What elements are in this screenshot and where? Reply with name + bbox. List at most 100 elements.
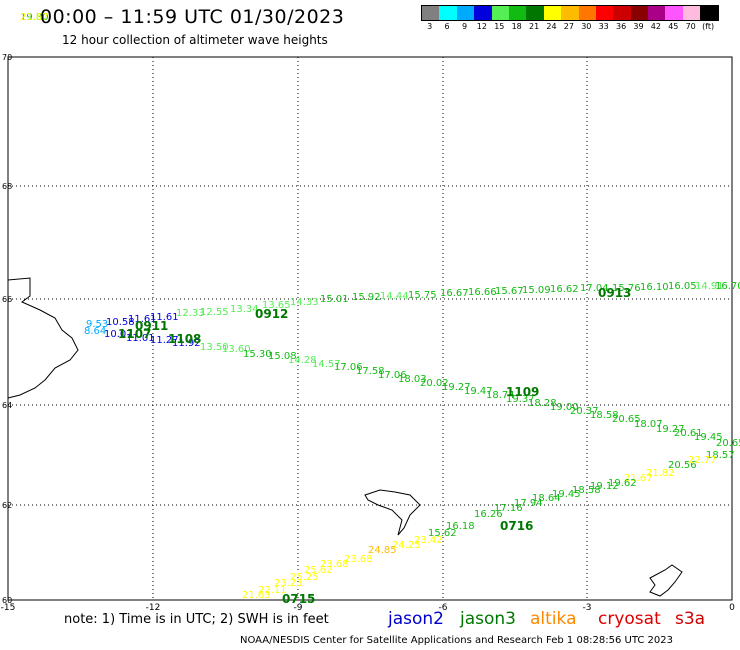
lat-tick-label: 66 — [2, 295, 12, 304]
track-time-label: 1107 — [118, 327, 151, 341]
wave-height-value: 12.33 — [176, 308, 205, 319]
colorbar-cell — [682, 6, 701, 20]
wave-height-value: 21.67 — [20, 12, 49, 23]
wave-height-value: 17.58 — [356, 366, 385, 377]
colorbar-label: 33 — [598, 22, 609, 31]
colorbar-label: 15 — [494, 22, 505, 31]
credit-line: NOAA/NESDIS Center for Satellite Applica… — [240, 635, 673, 646]
colorbar-cell — [543, 6, 562, 20]
track-time-label: 0912 — [255, 307, 288, 321]
wave-height-value: 15.01 — [320, 294, 349, 305]
colorbar-label: 36 — [616, 22, 627, 31]
wave-height-value: 10.58 — [106, 317, 135, 328]
colorbar-cell — [700, 6, 718, 20]
colorbar-cell — [595, 6, 614, 20]
wave-height-value: 11.01 — [126, 333, 155, 344]
wave-height-value: 15.75 — [408, 290, 437, 301]
wave-height-value: 18.57 — [706, 450, 735, 461]
wave-height-value: 15.76 — [612, 283, 641, 294]
wave-height-value: 11.27 — [150, 335, 179, 346]
colorbar-label: 9 — [461, 22, 468, 31]
lat-tick-label: 68 — [2, 182, 12, 191]
colorbar-cell — [439, 6, 457, 20]
wave-height-value: 19.37 — [506, 394, 535, 405]
legend-altika: altika — [530, 609, 577, 629]
lon-tick-label: -3 — [583, 603, 592, 613]
wave-height-value: 16.70 — [715, 281, 740, 292]
wave-height-value: 16.62 — [550, 284, 579, 295]
wave-height-value: 18.03 — [398, 374, 427, 385]
wave-height-value: 19.47 — [464, 386, 493, 397]
wave-height-value: 23.42 — [414, 535, 443, 546]
iceland-coast — [7, 277, 79, 399]
lon-tick-label: -12 — [146, 603, 161, 613]
wave-height-value: 16.18 — [446, 521, 475, 532]
colorbar-label: (ft) — [702, 22, 715, 31]
lat-tick-label: 60 — [2, 596, 12, 605]
wave-height-value: 16.05 — [668, 281, 697, 292]
wave-height-value: 19.45 — [694, 432, 723, 443]
colorbar-label: 12 — [476, 22, 487, 31]
colorbar-cell — [456, 6, 475, 20]
wave-height-value: 17.06 — [334, 362, 363, 373]
wave-height-value: 19.27 — [656, 424, 685, 435]
wave-height-value: 21.63 — [242, 590, 271, 601]
track-time-label: 0716 — [500, 519, 533, 533]
wave-height-value: 16.67 — [440, 288, 469, 299]
legend-cryosat: cryosat — [598, 609, 661, 629]
wave-height-value: 15.62 — [428, 528, 457, 539]
lon-tick-label: -9 — [294, 603, 303, 613]
wave-height-value: 15.30 — [243, 349, 272, 360]
colorbar-label: 27 — [563, 22, 574, 31]
wave-height-value: 11.61 — [128, 314, 157, 325]
track-time-label: 1108 — [168, 332, 201, 346]
wave-height-value: 16.10 — [640, 282, 669, 293]
colorbar-cell — [630, 6, 649, 20]
wave-height-value: 11.92 — [172, 338, 201, 349]
wave-height-value: 14.44 — [380, 291, 409, 302]
colorbar-cell — [508, 6, 527, 20]
wave-height-value: 15.92 — [352, 292, 381, 303]
wave-height-value: 9.53 — [86, 319, 108, 330]
footer-note: note: 1) Time is in UTC; 2) SWH is in fe… — [64, 612, 329, 627]
wave-height-value: 16.26 — [474, 509, 503, 520]
wave-height-value: 25.62 — [304, 565, 333, 576]
colorbar-cell — [578, 6, 596, 20]
colorbar-cell — [491, 6, 509, 20]
colorbar-labels: 3 6 9 12 15 18 21 24 27 30 33 36 39 42 45 70 (ft) — [421, 22, 740, 34]
wave-height-value: 24.25 — [392, 540, 421, 551]
track-time-label: 0911 — [135, 319, 168, 333]
wave-height-value: 19.27 — [442, 382, 471, 393]
track-time-label: 1109 — [506, 385, 539, 399]
wave-height-value: 16.66 — [468, 287, 497, 298]
wave-height-value: 18.58 — [572, 485, 601, 496]
legend-jason2: jason2 — [388, 609, 444, 629]
axis-tick-labels: 70 68 66 64 62 60-15 -12 -9 -6 -3 0 — [1, 53, 735, 613]
wave-height-value: 17.94 — [514, 498, 543, 509]
wave-height-value: 22.77 — [688, 455, 717, 466]
colorbar-label: 42 — [650, 22, 661, 31]
lat-tick-label: 64 — [2, 401, 12, 410]
wave-height-value: 23.23 — [274, 578, 303, 589]
landmass — [7, 277, 683, 597]
legend-jason3: jason3 — [460, 609, 516, 629]
wave-height-value: 20.56 — [668, 460, 697, 471]
lat-tick-label: 70 — [2, 53, 12, 62]
wave-height-value: 14.91 — [695, 281, 724, 292]
wave-height-value: 25.25 — [290, 572, 319, 583]
colorbar-label: 30 — [581, 22, 592, 31]
colorbar-label: 45 — [668, 22, 679, 31]
map-title: 00:00 – 11:59 UTC 01/30/2023 — [40, 6, 345, 28]
wave-height-value: 13.50 — [200, 342, 229, 353]
wave-height-value: 11.61 — [150, 312, 179, 323]
wave-height-value: 14.28 — [288, 355, 317, 366]
wave-height-value: 20.65 — [612, 414, 641, 425]
colorbar-cell — [613, 6, 631, 20]
wave-height-value: 17.06 — [378, 370, 407, 381]
wave-height-value: 18.58 — [590, 410, 619, 421]
colorbar-cell — [665, 6, 683, 20]
wave-height-colorbar — [421, 5, 719, 21]
track-time-label: 0715 — [282, 592, 315, 606]
wave-height-value: 22.11 — [258, 585, 287, 596]
